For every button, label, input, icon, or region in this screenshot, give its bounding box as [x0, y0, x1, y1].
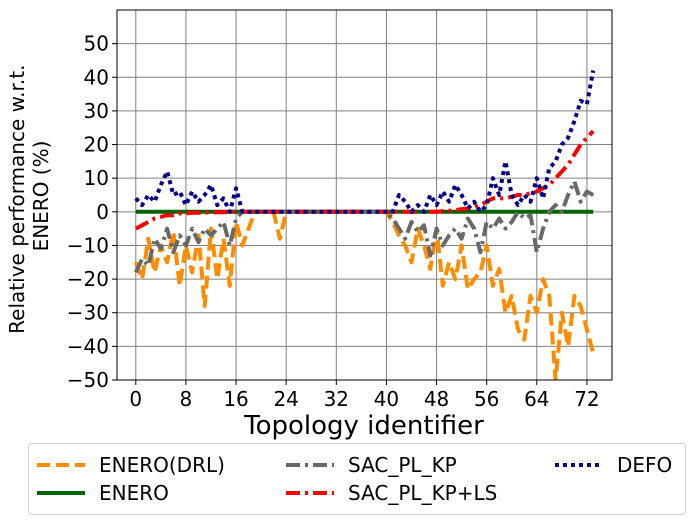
x-tick-label: 72	[574, 387, 599, 411]
legend-label-sac-pl-kp: SAC_PL_KP	[348, 453, 457, 477]
series-lines	[133, 70, 596, 380]
line-chart: 0 8 16 24 32 40 48 56 64 72 −50 −40 −30 −20 −10 0 10 20 30…	[5, 9, 613, 440]
legend-label-enero: ENERO	[99, 481, 169, 505]
y-axis-label: Relative performance w.r.t. ENERO (%)	[5, 58, 53, 334]
x-tick-label: 48	[424, 387, 449, 411]
x-tick-label: 32	[324, 387, 349, 411]
y-tick-label: 30	[84, 99, 109, 123]
legend-label-defo: DEFO	[617, 453, 673, 477]
legend-item-enero-drl: ENERO(DRL)	[37, 452, 225, 478]
x-tick-label: 16	[223, 387, 248, 411]
axis-ticks: 0 8 16 24 32 40 48 56 64 72 −50 −40 −30 −20 −10 0 10 20 30…	[67, 32, 600, 411]
legend-swatch-defo	[555, 463, 603, 467]
plot-frame	[116, 9, 613, 381]
y-tick-label: −40	[67, 334, 109, 358]
legend-item-sac-pl-kp: SAC_PL_KP	[286, 452, 457, 478]
x-tick-label: 24	[273, 387, 298, 411]
legend-swatch-enero	[37, 491, 85, 495]
y-tick-label: 10	[84, 166, 109, 190]
legend-item-defo: DEFO	[555, 452, 672, 478]
y-tick-label: −10	[67, 233, 109, 257]
y-tick-label: 50	[84, 32, 109, 56]
y-tick-label: −30	[67, 301, 109, 325]
x-tick-label: 8	[180, 387, 193, 411]
series-line-defo	[134, 70, 596, 214]
legend-swatch-sac-pl-kp-ls	[286, 491, 334, 495]
legend: ENERO(DRL) ENERO SAC_PL_KP SAC_PL_KP+LS …	[28, 443, 686, 515]
y-axis-label-line-1: Relative performance w.r.t.	[5, 65, 29, 334]
series-line-enero-drl	[133, 209, 596, 380]
x-tick-label: 0	[129, 387, 142, 411]
x-tick-label: 56	[474, 387, 499, 411]
y-tick-label: −20	[67, 267, 109, 291]
series-line-sac-pl-kp-ls	[134, 129, 595, 231]
legend-label-sac-pl-kp-ls: SAC_PL_KP+LS	[348, 481, 498, 505]
y-tick-label: −50	[67, 368, 109, 392]
legend-swatch-sac-pl-kp	[286, 463, 334, 467]
series-line-sac-pl-kp	[133, 179, 595, 274]
y-tick-label: 0	[96, 200, 109, 224]
legend-item-sac-pl-kp-ls: SAC_PL_KP+LS	[286, 480, 497, 506]
y-tick-label: 40	[84, 65, 109, 89]
legend-label-enero-drl: ENERO(DRL)	[99, 453, 225, 477]
x-tick-label: 64	[524, 387, 549, 411]
y-axis-label-line-2: ENERO (%)	[29, 141, 53, 252]
legend-swatch-enero-drl	[37, 463, 85, 467]
x-axis-label: Topology identifier	[243, 411, 484, 440]
legend-item-enero: ENERO	[37, 480, 169, 506]
y-tick-label: 20	[84, 133, 109, 157]
x-tick-label: 40	[374, 387, 399, 411]
